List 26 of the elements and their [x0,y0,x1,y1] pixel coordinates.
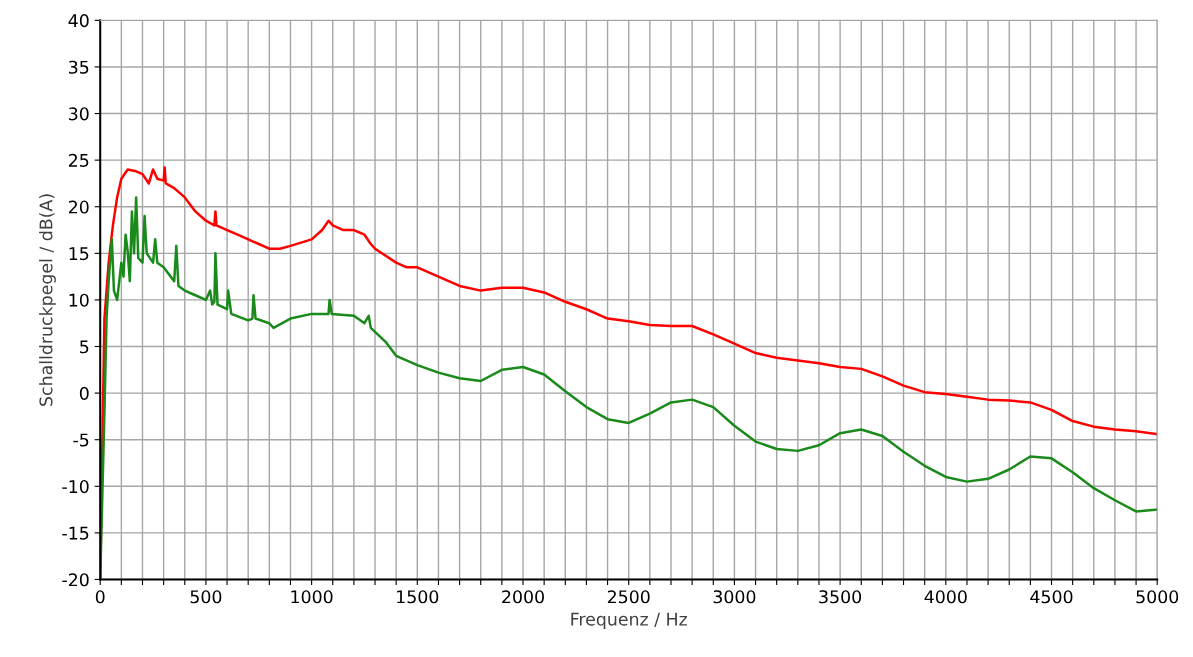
y-tick-label: 25 [68,153,89,167]
x-tick-label: 500 [190,590,222,604]
y-tick-label: -20 [62,573,89,587]
y-tick-label: -15 [62,526,89,540]
x-tick-label: 1000 [291,590,333,604]
y-tick-label: -5 [73,433,89,447]
y-tick-label: 35 [69,60,89,74]
y-tick-label: 30 [69,107,89,121]
x-tick-label: 2500 [607,590,650,604]
y-tick-label: 40 [68,14,89,28]
x-tick-label: 0 [95,590,105,604]
x-tick-label: 3500 [819,590,862,604]
x-axis-title: Frequenz / Hz [571,612,687,630]
x-tick-label: 3000 [713,590,756,604]
y-axis-title: Schalldruckpegel / dB(A) [39,194,56,406]
y-tick-label: 5 [80,340,89,354]
y-tick-label: 20 [68,200,89,214]
x-tick-label: 5000 [1136,590,1179,604]
x-tick-label: 4000 [924,590,967,604]
x-tick-label: 1500 [397,590,439,604]
x-tick-label: 2000 [502,590,544,604]
y-tick-label: 15 [69,247,89,261]
y-tick-label: -10 [62,480,89,494]
y-tick-label: 10 [69,293,89,307]
x-tick-label: 4500 [1030,590,1073,604]
y-tick-label: 0 [79,386,89,400]
